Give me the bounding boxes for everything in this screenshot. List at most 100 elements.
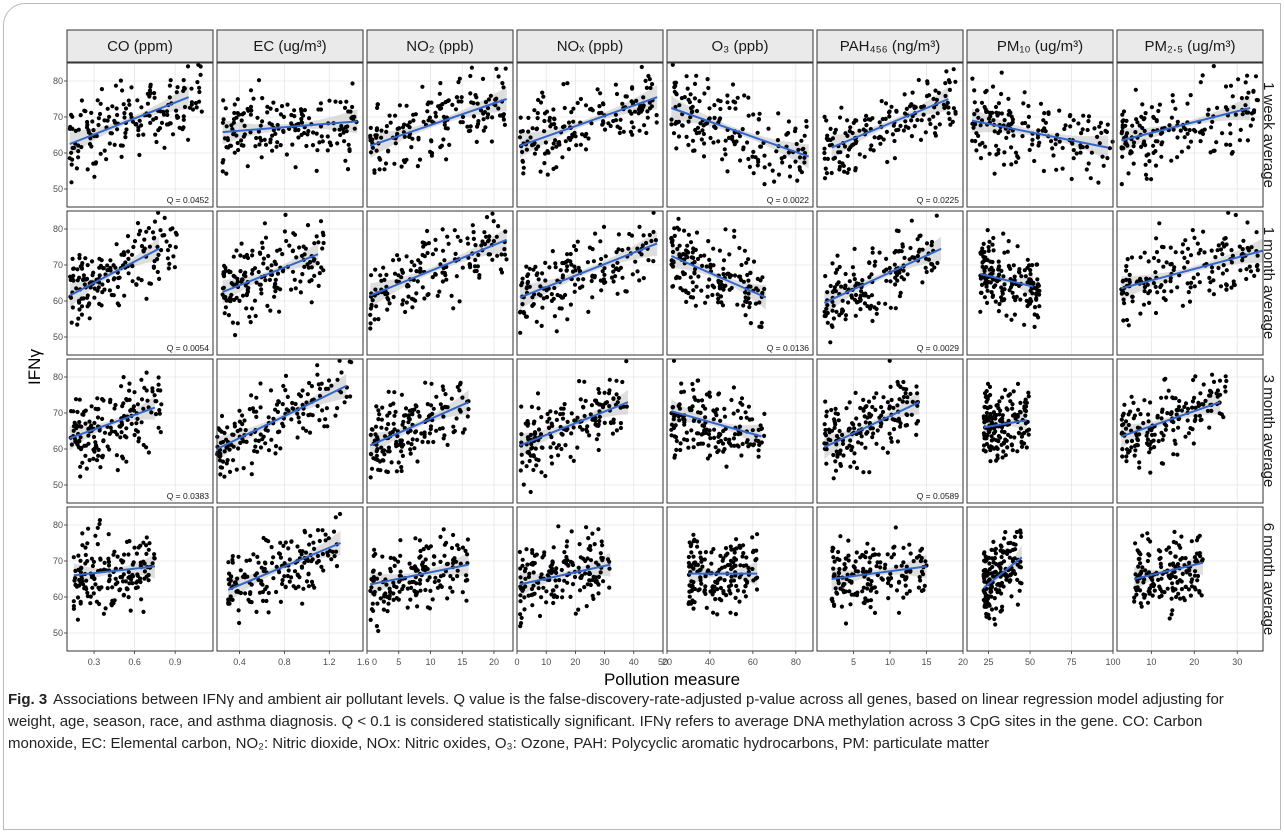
data-point [877,120,882,125]
data-point [1019,444,1025,449]
data-point [241,143,246,148]
data-point [1179,149,1184,154]
data-point [481,117,486,122]
data-point [261,535,266,541]
data-point [450,102,455,107]
data-point [893,282,898,287]
data-point [912,105,917,111]
data-point [727,105,732,111]
data-point [833,411,838,416]
data-point [1036,128,1041,133]
data-point [119,154,124,159]
data-point [394,585,399,590]
data-point [549,454,554,459]
data-point [309,559,314,564]
data-point [1022,430,1027,436]
data-point [238,253,243,258]
data-point [150,561,155,566]
data-point [222,263,227,268]
data-point [611,118,616,124]
data-point [853,168,858,173]
data-point [884,267,889,272]
data-point [415,459,420,464]
data-point [417,581,422,586]
data-point [156,252,161,257]
data-point [75,442,80,447]
data-point [1244,267,1249,272]
data-point [1120,423,1125,428]
data-point [270,148,275,153]
data-point [374,453,379,458]
data-point [1025,265,1030,270]
data-point [84,578,89,583]
data-point [695,125,701,130]
data-point [304,400,309,405]
data-point [732,432,738,437]
data-point [899,275,904,280]
data-point [1126,323,1131,328]
data-point [527,266,532,271]
data-point [333,413,338,418]
data-point [132,390,137,395]
data-point [833,270,838,275]
data-point [679,381,684,386]
data-point [441,414,446,419]
data-point [409,259,414,264]
data-point [760,275,765,280]
data-point [1248,123,1253,128]
data-point [86,128,91,133]
data-point [845,153,850,159]
data-point [242,123,247,128]
data-point [254,135,259,141]
data-point [716,278,721,283]
data-point [293,165,298,170]
data-point [333,99,338,104]
data-point [637,224,642,229]
data-point [499,252,504,257]
data-point [695,378,700,383]
data-point [1211,292,1216,297]
data-point [679,96,685,101]
data-point [409,579,415,585]
data-point [1173,106,1178,111]
data-point [691,288,696,293]
data-point [731,99,736,104]
data-point [520,149,525,155]
data-point [123,106,129,111]
data-point [1004,313,1009,318]
data-point [247,558,252,563]
data-point [386,422,391,427]
data-point [385,307,390,312]
data-point [909,134,915,139]
data-point [75,617,80,622]
data-point [378,157,383,162]
data-point [71,555,76,560]
data-point [105,118,110,123]
data-point [315,363,320,368]
data-point [547,115,553,120]
strip-header-7 [1116,29,1264,63]
data-point [578,142,584,147]
data-point [885,159,890,165]
data-point [314,234,319,239]
data-point [311,130,316,135]
strip-label-0: CO (ppm) [107,38,173,55]
data-point [431,439,436,445]
data-point [565,81,570,86]
data-point [423,564,428,570]
data-point [751,149,756,154]
data-point [559,567,564,573]
data-point [1053,142,1058,147]
data-point [1217,378,1223,383]
data-point [856,440,861,445]
data-point [309,579,315,585]
data-point [71,266,76,271]
data-point [869,143,874,148]
data-point [1192,418,1197,424]
data-point [1145,430,1150,435]
data-point [1026,103,1031,109]
data-point [639,64,644,70]
data-point [126,575,131,580]
data-point [222,449,227,454]
data-point [226,313,231,318]
